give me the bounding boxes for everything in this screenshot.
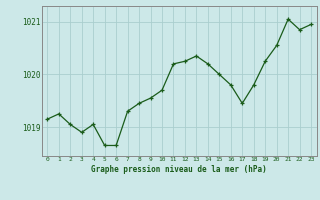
- X-axis label: Graphe pression niveau de la mer (hPa): Graphe pression niveau de la mer (hPa): [91, 165, 267, 174]
